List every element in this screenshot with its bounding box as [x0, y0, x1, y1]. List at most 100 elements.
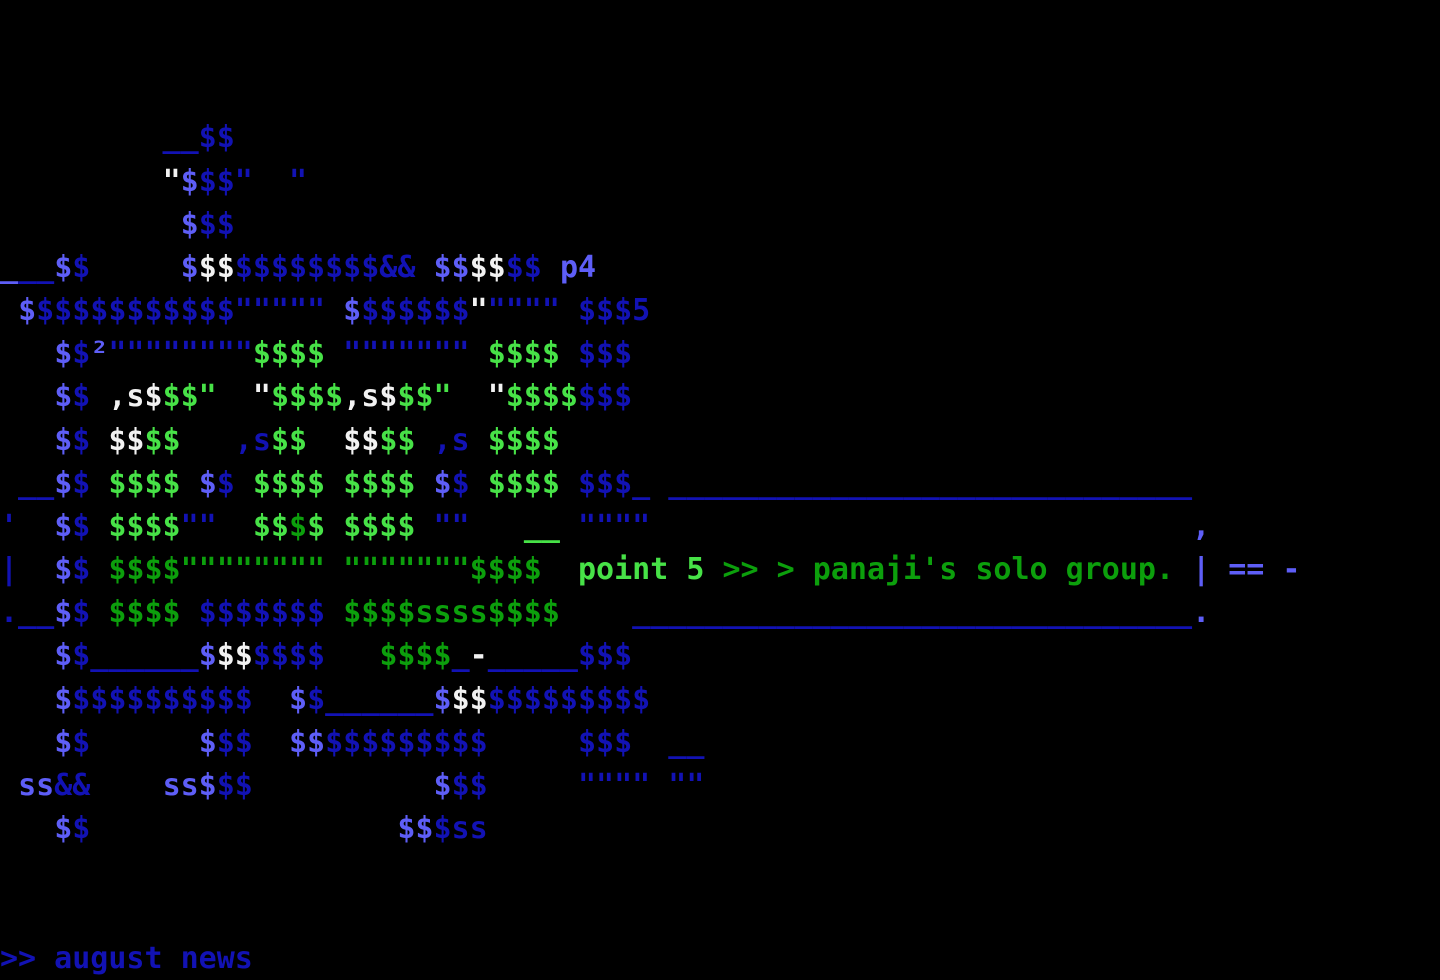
art-segment — [307, 423, 343, 458]
art-segment: __ — [523, 508, 560, 544]
art-segment: $ — [18, 293, 37, 329]
art-row: __$$ — [0, 116, 1300, 159]
art-segment: " — [162, 163, 181, 199]
art-row — [0, 893, 1300, 936]
art-row: $$$$$$$$$$$ $$______$$$$$$$$$$$$ — [0, 678, 1300, 721]
art-segment: $$$$ — [505, 379, 578, 415]
art-segment: $ — [198, 465, 217, 501]
art-segment: $ss — [433, 811, 488, 847]
art-segment — [0, 682, 54, 717]
art-segment: $$$$ — [343, 465, 416, 501]
art-segment — [1174, 552, 1192, 587]
headline-point: point 5 — [577, 552, 705, 588]
art-segment — [0, 207, 181, 242]
art-segment: $$ """" "" — [451, 767, 705, 803]
art-segment — [0, 725, 54, 760]
art-segment: $ — [72, 336, 91, 372]
art-segment — [217, 379, 253, 414]
terminal-screen: __$$ "$$$" " $$$ ___$$ $$$$$$$$$$$&& $$$$… — [0, 120, 1301, 976]
art-segment: $$ — [198, 206, 235, 242]
art-segment: $$ — [397, 811, 434, 847]
art-segment: $$ — [379, 422, 416, 458]
art-segment: " — [487, 379, 506, 415]
status-line: >> august news — [0, 937, 1300, 980]
art-segment — [650, 509, 1192, 544]
art-segment: $ — [180, 163, 199, 199]
art-segment: $$$$ — [252, 465, 326, 501]
art-segment: $$$$ — [379, 638, 452, 674]
art-segment: .__ — [0, 595, 55, 631]
art-segment: $$" — [162, 379, 217, 415]
art-segment: $$$$ — [252, 336, 326, 372]
art-segment: $$$ — [578, 379, 633, 415]
ansi-ascii-art: __$$ "$$$" " $$$ ___$$ $$$$$$$$$$$&& $$$$… — [0, 30, 1300, 980]
art-segment: """"""" — [325, 336, 488, 372]
art-segment: $$ — [252, 508, 289, 544]
art-segment: __ — [18, 249, 55, 285]
art-row: ss&& ss$$$ $$$ """" "" — [0, 764, 1300, 807]
art-segment — [181, 466, 199, 501]
art-segment: ss$ — [162, 767, 217, 803]
art-segment: $$" " — [198, 163, 308, 199]
art-segment: $$$$$$$ — [180, 595, 344, 631]
art-segment: $ — [180, 206, 199, 242]
art-row: $$$ — [0, 203, 1300, 246]
art-segment: $$$$ssss$$$$ — [343, 595, 560, 631]
art-segment — [452, 379, 488, 414]
art-segment: $ — [289, 508, 308, 544]
art-segment: $ — [72, 422, 109, 458]
art-segment: $ — [72, 249, 181, 285]
art-segment: $$ — [433, 249, 470, 285]
art-segment: p4 — [559, 249, 597, 285]
art-segment: """" — [559, 508, 651, 544]
art-segment: "" — [415, 508, 524, 544]
art-segment: ,s$ — [343, 379, 398, 415]
art-segment: $ — [72, 465, 109, 501]
art-segment: $$ — [144, 422, 181, 458]
art-row: $$ ,s$$$" "$$$$,s$$$" "$$$$$$$ — [0, 375, 1300, 418]
art-segment: $$$$$$$$$$$""""" — [36, 293, 344, 329]
art-row: $$ $$$ $$$$$$$$$$$ $$$ __ — [0, 721, 1300, 764]
art-segment: $$ — [469, 249, 506, 285]
art-segment: $$ — [270, 422, 308, 458]
art-segment: $______ — [307, 681, 434, 717]
status-text: >> august news — [0, 940, 253, 976]
art-segment: __ — [0, 465, 55, 501]
art-segment: $$$ — [559, 336, 633, 372]
art-segment: $ — [72, 508, 109, 544]
art-row: ' $$ $$$$"" $$$$ $$$$ "" __ """" , — [0, 505, 1300, 548]
art-segment: $$ — [108, 422, 145, 458]
art-row: $$²""""""""$$$$ """"""" $$$$ $$$ — [0, 332, 1300, 375]
art-segment: $ — [180, 249, 199, 285]
art-segment: $$ — [198, 249, 235, 285]
art-segment: _ — [451, 638, 470, 674]
art-segment: $ — [54, 508, 73, 544]
art-segment: ² — [90, 336, 109, 372]
art-row: __$$ $$$$ $$ $$$$ $$$$ $$ $$$$ $$$_ ____… — [0, 462, 1300, 505]
art-segment: $$$$ — [108, 595, 181, 631]
art-segment: && — [54, 767, 163, 803]
art-segment: $$ — [451, 681, 488, 717]
art-segment: $ — [343, 293, 362, 329]
art-segment — [0, 638, 54, 673]
art-row: $$______$$$$$$$ $$$$_-_____$$$ — [0, 634, 1300, 677]
art-segment: $ — [54, 724, 73, 760]
art-segment — [0, 293, 18, 328]
art-segment: $ — [198, 638, 217, 674]
art-segment: | — [0, 552, 55, 588]
art-segment: $$$$$$$$&& — [234, 249, 434, 285]
headline-right-marks: | == - — [1192, 552, 1301, 588]
art-segment: $$ — [216, 724, 289, 760]
art-segment: ,s — [180, 422, 271, 458]
art-segment: $$$$ — [270, 379, 344, 415]
art-segment: _ — [0, 249, 19, 285]
art-segment: $ — [54, 379, 73, 415]
art-segment — [542, 552, 578, 587]
art-segment: ,s$ — [108, 379, 163, 415]
art-row: | $$ $$$$"""""""" """""""$$$$ point 5 >>… — [0, 548, 1300, 591]
art-segment: $$ — [216, 638, 253, 674]
art-segment: $$$$$$$$$ — [487, 681, 651, 717]
art-segment: $ — [54, 422, 73, 458]
art-row: $$ $$$ss — [0, 807, 1300, 850]
art-segment: $ — [54, 638, 73, 674]
